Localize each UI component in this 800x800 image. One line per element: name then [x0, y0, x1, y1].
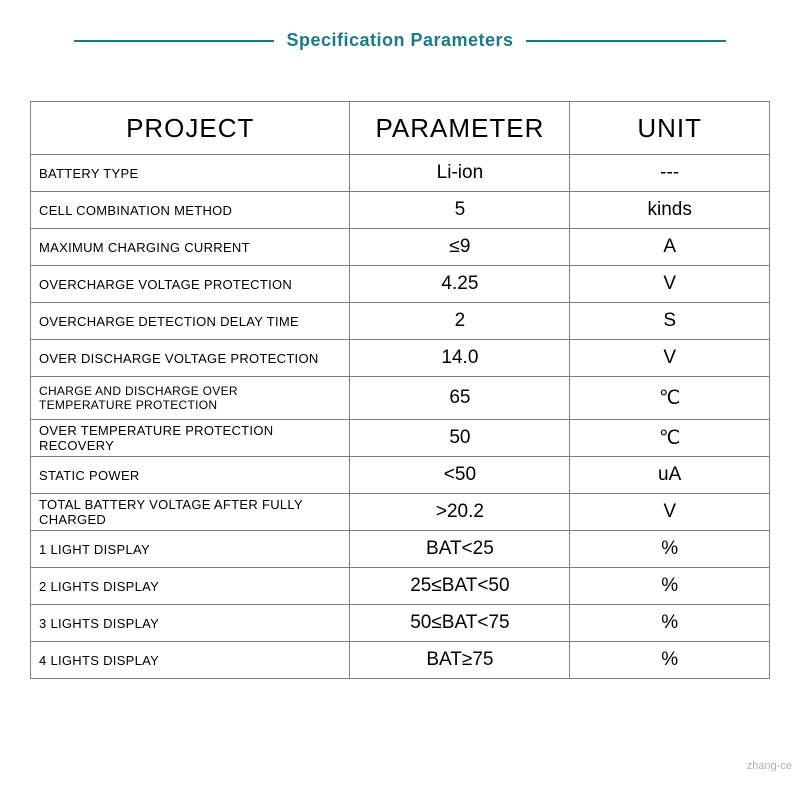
cell-unit: kinds: [570, 192, 770, 229]
cell-parameter: 50≤BAT<75: [350, 605, 570, 642]
cell-parameter: >20.2: [350, 494, 570, 531]
cell-parameter: 14.0: [350, 340, 570, 377]
cell-parameter: Li-ion: [350, 155, 570, 192]
cell-project: CELL COMBINATION METHOD: [31, 192, 350, 229]
cell-project: 4 LIGHTS DISPLAY: [31, 642, 350, 679]
table-row: OVER DISCHARGE VOLTAGE PROTECTION14.0V: [31, 340, 770, 377]
cell-unit: V: [570, 340, 770, 377]
cell-unit: %: [570, 642, 770, 679]
cell-unit: S: [570, 303, 770, 340]
cell-project: MAXIMUM CHARGING CURRENT: [31, 229, 350, 266]
cell-parameter: <50: [350, 457, 570, 494]
col-header-project: PROJECT: [31, 102, 350, 155]
cell-unit: A: [570, 229, 770, 266]
cell-parameter: 50: [350, 420, 570, 457]
cell-parameter: BAT≥75: [350, 642, 570, 679]
header-rule-right: [526, 40, 726, 42]
cell-project: OVER TEMPERATURE PROTECTION RECOVERY: [31, 420, 350, 457]
cell-parameter: BAT<25: [350, 531, 570, 568]
page-title: Specification Parameters: [286, 30, 513, 51]
cell-project: BATTERY TYPE: [31, 155, 350, 192]
cell-project: 2 LIGHTS DISPLAY: [31, 568, 350, 605]
cell-project: 1 LIGHT DISPLAY: [31, 531, 350, 568]
table-row: OVERCHARGE DETECTION DELAY TIME2S: [31, 303, 770, 340]
cell-project: CHARGE AND DISCHARGE OVERTEMPERATURE PRO…: [31, 377, 350, 420]
cell-project: 3 LIGHTS DISPLAY: [31, 605, 350, 642]
table-row: OVERCHARGE VOLTAGE PROTECTION4.25V: [31, 266, 770, 303]
cell-unit: %: [570, 531, 770, 568]
page-header: Specification Parameters: [0, 0, 800, 71]
cell-unit: uA: [570, 457, 770, 494]
table-row: 3 LIGHTS DISPLAY50≤BAT<75%: [31, 605, 770, 642]
cell-parameter: 4.25: [350, 266, 570, 303]
table-row: CELL COMBINATION METHOD5kinds: [31, 192, 770, 229]
cell-project: TOTAL BATTERY VOLTAGE AFTER FULLY CHARGE…: [31, 494, 350, 531]
table-row: OVER TEMPERATURE PROTECTION RECOVERY50℃: [31, 420, 770, 457]
table-row: CHARGE AND DISCHARGE OVERTEMPERATURE PRO…: [31, 377, 770, 420]
col-header-unit: UNIT: [570, 102, 770, 155]
table-row: TOTAL BATTERY VOLTAGE AFTER FULLY CHARGE…: [31, 494, 770, 531]
cell-unit: V: [570, 266, 770, 303]
watermark: zhang-ce: [747, 760, 792, 772]
table-row: 4 LIGHTS DISPLAYBAT≥75%: [31, 642, 770, 679]
cell-unit: ---: [570, 155, 770, 192]
cell-project: OVERCHARGE VOLTAGE PROTECTION: [31, 266, 350, 303]
cell-project: OVER DISCHARGE VOLTAGE PROTECTION: [31, 340, 350, 377]
table-row: 1 LIGHT DISPLAYBAT<25%: [31, 531, 770, 568]
cell-project: OVERCHARGE DETECTION DELAY TIME: [31, 303, 350, 340]
cell-parameter: 5: [350, 192, 570, 229]
table-header-row: PROJECT PARAMETER UNIT: [31, 102, 770, 155]
col-header-parameter: PARAMETER: [350, 102, 570, 155]
spec-table: PROJECT PARAMETER UNIT BATTERY TYPELi-io…: [30, 101, 770, 679]
cell-unit: %: [570, 605, 770, 642]
cell-parameter: 65: [350, 377, 570, 420]
cell-parameter: ≤9: [350, 229, 570, 266]
table-row: MAXIMUM CHARGING CURRENT≤9A: [31, 229, 770, 266]
cell-parameter: 25≤BAT<50: [350, 568, 570, 605]
cell-project: STATIC POWER: [31, 457, 350, 494]
table-row: 2 LIGHTS DISPLAY25≤BAT<50%: [31, 568, 770, 605]
table-row: BATTERY TYPELi-ion---: [31, 155, 770, 192]
cell-unit: ℃: [570, 377, 770, 420]
cell-parameter: 2: [350, 303, 570, 340]
cell-unit: %: [570, 568, 770, 605]
cell-unit: V: [570, 494, 770, 531]
cell-unit: ℃: [570, 420, 770, 457]
header-rule-left: [74, 40, 274, 42]
table-row: STATIC POWER<50uA: [31, 457, 770, 494]
